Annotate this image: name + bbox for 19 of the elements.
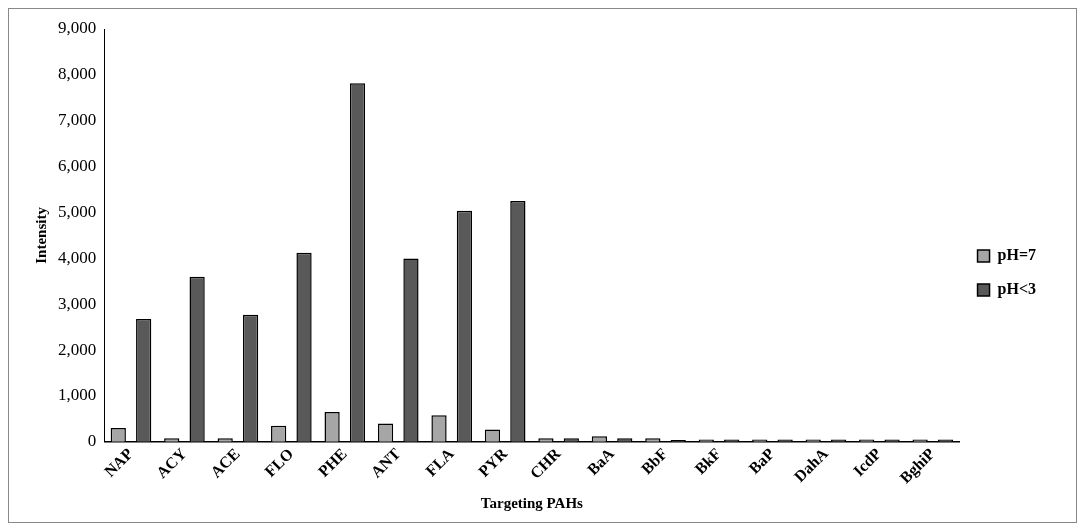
x-axis-title: Targeting PAHs [480, 494, 584, 511]
y-tick-label: 7,000 [58, 110, 97, 130]
y-tick-label: 6,000 [58, 156, 97, 176]
y-tick-label: 2,000 [58, 339, 97, 359]
y-tick-label: 9,000 [58, 18, 97, 38]
x-tick-label: BaA [583, 444, 618, 479]
x-tick-label: FLA [422, 444, 458, 480]
y-tick-label: 5,000 [58, 201, 97, 221]
y-tick-label: 4,000 [58, 247, 97, 267]
y-tick-label: 0 [87, 431, 97, 451]
legend-label: pH<3 [997, 280, 1037, 299]
x-tick-label: BbF [637, 444, 671, 478]
y-tick-label: 3,000 [58, 293, 97, 313]
legend-label: pH=7 [997, 246, 1037, 265]
y-tick-label: 8,000 [58, 64, 97, 84]
x-tick-label: BkF [691, 444, 725, 478]
y-axis-title: Intensity [32, 206, 49, 264]
y-tick-label: 1,000 [58, 385, 97, 405]
x-tick-label: BaP [745, 444, 778, 477]
